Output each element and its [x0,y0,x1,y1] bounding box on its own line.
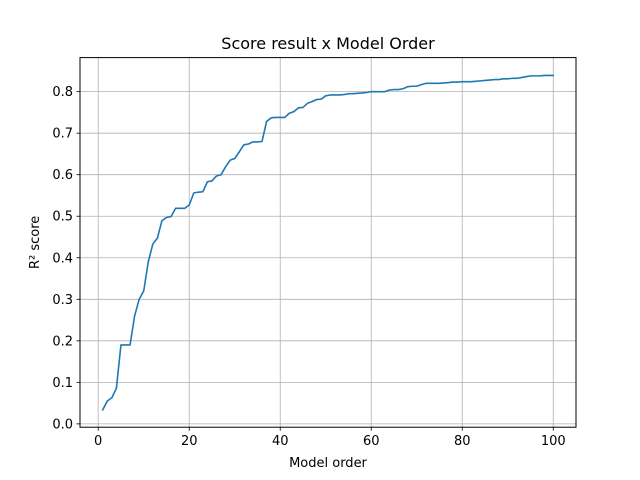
y-tick-label: 0.1 [52,376,73,391]
x-tick-label: 80 [454,434,471,449]
y-tick-label: 0.8 [52,85,73,100]
x-axis-label: Model order [289,456,367,471]
y-tick-label: 0.3 [52,293,73,308]
y-tick-label: 0.4 [52,251,73,266]
series-line [101,74,555,411]
y-axis-label: R² score [28,216,43,269]
x-tick-label: 60 [363,434,380,449]
grid-lines [80,57,576,428]
y-tick-label: 0.2 [52,334,73,349]
axis-ticks: 0 20 40 60 80 100 0.0 0.1 0.2 0.3 0.4 0.5 0.6 0.7 0.8 [52,85,565,449]
series-layer [101,74,555,411]
chart-title: Score result x Model Order [221,34,435,53]
x-tick-label: 20 [181,434,198,449]
x-tick-label: 100 [541,434,566,449]
y-tick-label: 0.6 [52,168,73,183]
y-tick-label: 0.0 [52,417,73,432]
y-tick-label: 0.7 [52,127,73,142]
x-tick-label: 0 [94,434,102,449]
y-tick-label: 0.5 [52,210,73,225]
x-tick-label: 40 [272,434,289,449]
plot-area-frame [79,57,577,428]
